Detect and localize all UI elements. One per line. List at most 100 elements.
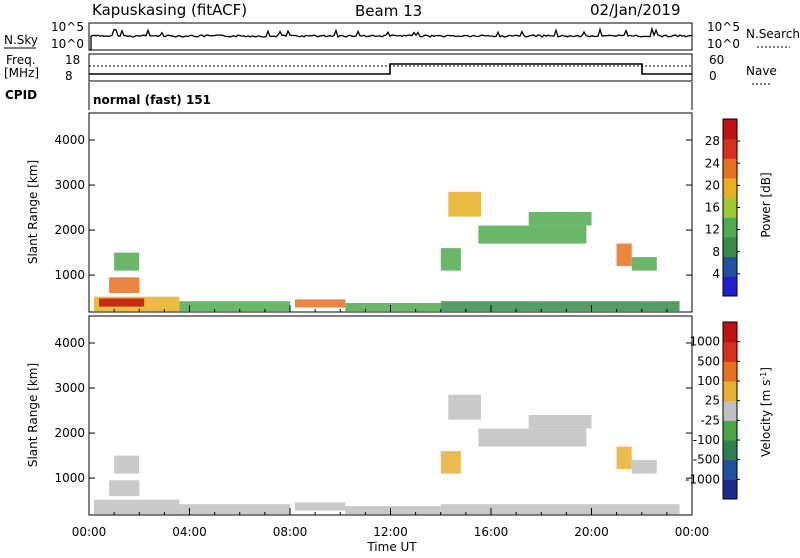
power-colorbar-band-3 — [723, 217, 737, 238]
nsky-series-line — [89, 26, 693, 51]
freq-unit: [MHz] — [4, 66, 39, 80]
velocity-region-9 — [528, 415, 592, 429]
power-colorbar-band-8 — [723, 119, 737, 140]
cpid-label: CPID — [5, 88, 37, 102]
power-region-8 — [448, 191, 481, 217]
power-colorbar-band-0 — [723, 276, 737, 297]
velocity-colorbar-label: Velocity [m s-1] — [759, 367, 773, 457]
power-ytick-label-0: 1000 — [54, 268, 85, 282]
velocity-region-2 — [114, 455, 140, 474]
time-tick-label-0: 00:00 — [72, 525, 107, 539]
power-colorbar — [722, 118, 738, 297]
radar-title: Kapuskasing (fitACF) — [92, 1, 247, 19]
time-tick-label-3: 12:00 — [373, 525, 408, 539]
velocity-region-4 — [295, 502, 346, 511]
power-colorbar-tick-label-3: 16 — [705, 201, 720, 215]
freq-tick-bottom: 8 — [65, 69, 73, 83]
power-ytick-label-3: 4000 — [54, 133, 85, 147]
velocity-colorbar-band-6 — [723, 361, 737, 382]
time-tick-label-1: 04:00 — [172, 525, 207, 539]
velocity-colorbar-band-2 — [723, 440, 737, 461]
nsearch-tick-bottom: 10^0 — [707, 37, 740, 51]
velocity-region-6 — [440, 451, 461, 474]
velocity-colorbar-tick-label-6: -500 — [693, 453, 720, 467]
power-colorbar-tick-label-6: 4 — [712, 267, 720, 281]
power-region-2 — [109, 277, 140, 294]
velocity-region-0 — [94, 499, 180, 515]
power-colorbar-band-2 — [723, 237, 737, 258]
power-region-11 — [616, 243, 632, 267]
power-colorbar-tick-label-0: 28 — [705, 134, 720, 148]
power-ytick-label-2: 3000 — [54, 178, 85, 192]
power-region-9 — [478, 225, 587, 244]
freq-series-line — [89, 63, 692, 75]
time-tick-label-2: 08:00 — [273, 525, 308, 539]
velocity-colorbar-tick-label-0: 1000 — [689, 335, 720, 349]
velocity-colorbar-frame — [722, 321, 738, 500]
power-region-7 — [440, 248, 461, 271]
nsky-tick-top: 10^5 — [51, 20, 84, 34]
power-colorbar-band-1 — [723, 256, 737, 277]
velocity-y-ticks: 1000 2000 3000 4000 — [54, 336, 692, 485]
time-tick-label-5: 20:00 — [574, 525, 609, 539]
time-axis-labels: 00:00 04:00 08:00 12:00 16:00 20:00 00:00 — [72, 525, 710, 539]
velocity-colorbar-tick-label-3: 25 — [705, 394, 720, 408]
time-tick-label-6: 00:00 — [675, 525, 710, 539]
power-x-ticks — [88, 305, 693, 312]
power-ylabel: Slant Range [km] — [26, 160, 40, 264]
time-axis-title: Time UT — [366, 540, 417, 554]
velocity-region-7 — [448, 394, 481, 420]
velocity-ytick-label-3: 4000 — [54, 336, 85, 350]
freq-label: Freq. — [6, 53, 36, 67]
nsearch-label: N.Search — [746, 27, 800, 41]
velocity-colorbar-band-5 — [723, 381, 737, 402]
nsky-panel — [88, 22, 693, 51]
velocity-region-11 — [631, 460, 657, 474]
power-colorbar-band-7 — [723, 138, 737, 159]
velocity-colorbar — [722, 321, 738, 500]
velocity-x-ticks — [88, 508, 693, 515]
velocity-colorbar-ticks: 1000 500 100 25 -25 -100 -500 -1000 — [685, 335, 740, 486]
power-y-ticks: 1000 2000 3000 4000 — [54, 133, 692, 282]
velocity-colorbar-tick-label-4: -25 — [700, 413, 720, 427]
power-data-cells — [94, 191, 680, 312]
power-colorbar-band-5 — [723, 178, 737, 199]
velocity-colorbar-band-3 — [723, 420, 737, 441]
velocity-region-10 — [616, 446, 632, 470]
power-colorbar-tick-label-1: 24 — [705, 156, 720, 170]
freq-panel — [88, 53, 693, 82]
nave-tick-bottom: 0 — [709, 69, 717, 83]
velocity-region-3 — [179, 504, 290, 515]
nave-tick-top: 60 — [709, 53, 724, 67]
power-region-1 — [99, 298, 145, 307]
velocity-panel: 1000 2000 3000 4000 Slant Range [km] 1000 50… — [26, 315, 773, 516]
nave-label: Nave — [746, 64, 777, 78]
power-colorbar-tick-label-4: 12 — [705, 223, 720, 237]
velocity-region-5 — [345, 506, 441, 515]
nsky-tick-bottom: 10^0 — [51, 37, 84, 51]
velocity-colorbar-tick-label-2: 100 — [697, 374, 720, 388]
power-colorbar-tick-label-5: 8 — [712, 245, 720, 259]
velocity-colorbar-band-1 — [723, 459, 737, 480]
velocity-colorbar-tick-label-7: -1000 — [685, 472, 720, 486]
velocity-colorbar-band-0 — [723, 479, 737, 500]
power-colorbar-tick-label-2: 20 — [705, 178, 720, 192]
power-colorbar-band-4 — [723, 197, 737, 218]
velocity-ytick-label-2: 3000 — [54, 381, 85, 395]
power-panel: 1000 2000 3000 4000 Slant Range [km] 28 24 20… — [26, 112, 773, 313]
power-region-6 — [345, 303, 441, 312]
power-region-4 — [179, 301, 290, 312]
power-region-3 — [114, 252, 140, 271]
power-ytick-label-1: 2000 — [54, 223, 85, 237]
velocity-region-8 — [478, 428, 587, 447]
power-colorbar-label: Power [dB] — [759, 172, 773, 237]
power-region-13 — [440, 301, 680, 312]
velocity-colorbar-tick-label-1: 500 — [697, 354, 720, 368]
nsearch-tick-top: 10^5 — [707, 20, 740, 34]
velocity-region-12 — [440, 504, 680, 515]
power-colorbar-ticks: 28 24 20 16 12 8 4 — [705, 134, 740, 281]
velocity-region-1 — [109, 480, 140, 497]
velocity-ytick-label-1: 2000 — [54, 426, 85, 440]
nsky-label: N.Sky — [4, 33, 38, 47]
